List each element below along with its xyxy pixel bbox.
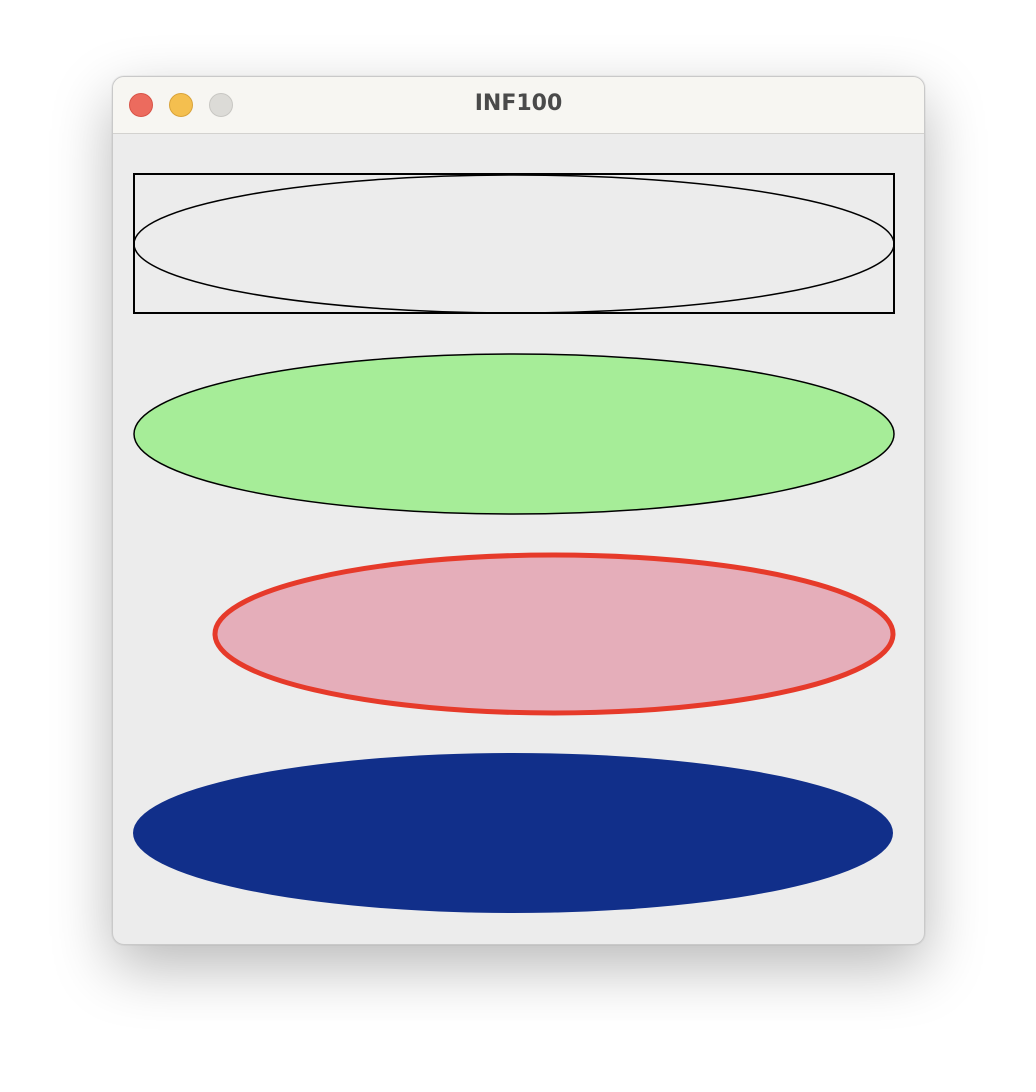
window-title: INF100 bbox=[474, 91, 563, 116]
outline-oval bbox=[133, 174, 895, 314]
blue-oval bbox=[133, 753, 893, 913]
green-oval bbox=[133, 353, 895, 515]
title-bar[interactable]: INF100 bbox=[113, 77, 924, 134]
minimize-button[interactable] bbox=[169, 93, 193, 117]
app-window: INF100 bbox=[112, 76, 925, 945]
zoom-button[interactable] bbox=[209, 93, 233, 117]
drawing-canvas bbox=[133, 173, 896, 913]
pink-oval bbox=[212, 552, 896, 716]
close-button[interactable] bbox=[129, 93, 153, 117]
